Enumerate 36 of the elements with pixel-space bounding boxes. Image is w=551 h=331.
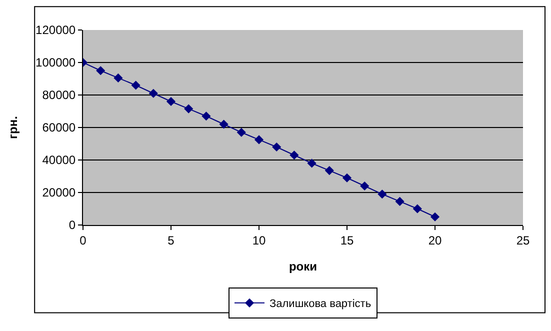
y-tick-label: 100000 [36,56,76,70]
x-tick-label: 15 [340,233,354,248]
point [254,135,264,144]
point [360,181,370,191]
x-tick-label: 20 [428,233,442,248]
point [378,190,387,199]
point [131,80,140,90]
point [148,88,158,98]
point [202,112,211,121]
y-tick-label: 20000 [42,186,76,200]
y-tick-label: 0 [68,218,76,232]
point [184,104,194,114]
y-tick-label: 40000 [42,153,76,168]
point [236,128,246,137]
point [430,212,440,222]
point [166,96,176,106]
point [307,158,316,168]
point [342,173,352,182]
y-tick-label: 60000 [42,120,76,135]
x-tick-label: 5 [168,233,175,248]
y-axis-title: грн. [6,116,20,139]
point [219,120,228,129]
point [290,150,299,160]
x-tick-label: 0 [80,233,87,248]
x-tick-label: 25 [516,233,530,248]
x-axis-title: роки [288,259,318,274]
y-tick-label: 120000 [36,23,76,38]
point [114,73,123,82]
x-tick-label: 10 [252,233,266,248]
y-tick-label: 80000 [42,88,76,102]
point [96,66,106,76]
point [272,142,282,152]
legend-label: Залишкова вартість [270,298,372,310]
point [412,204,422,214]
point [395,196,404,206]
point [324,166,334,176]
